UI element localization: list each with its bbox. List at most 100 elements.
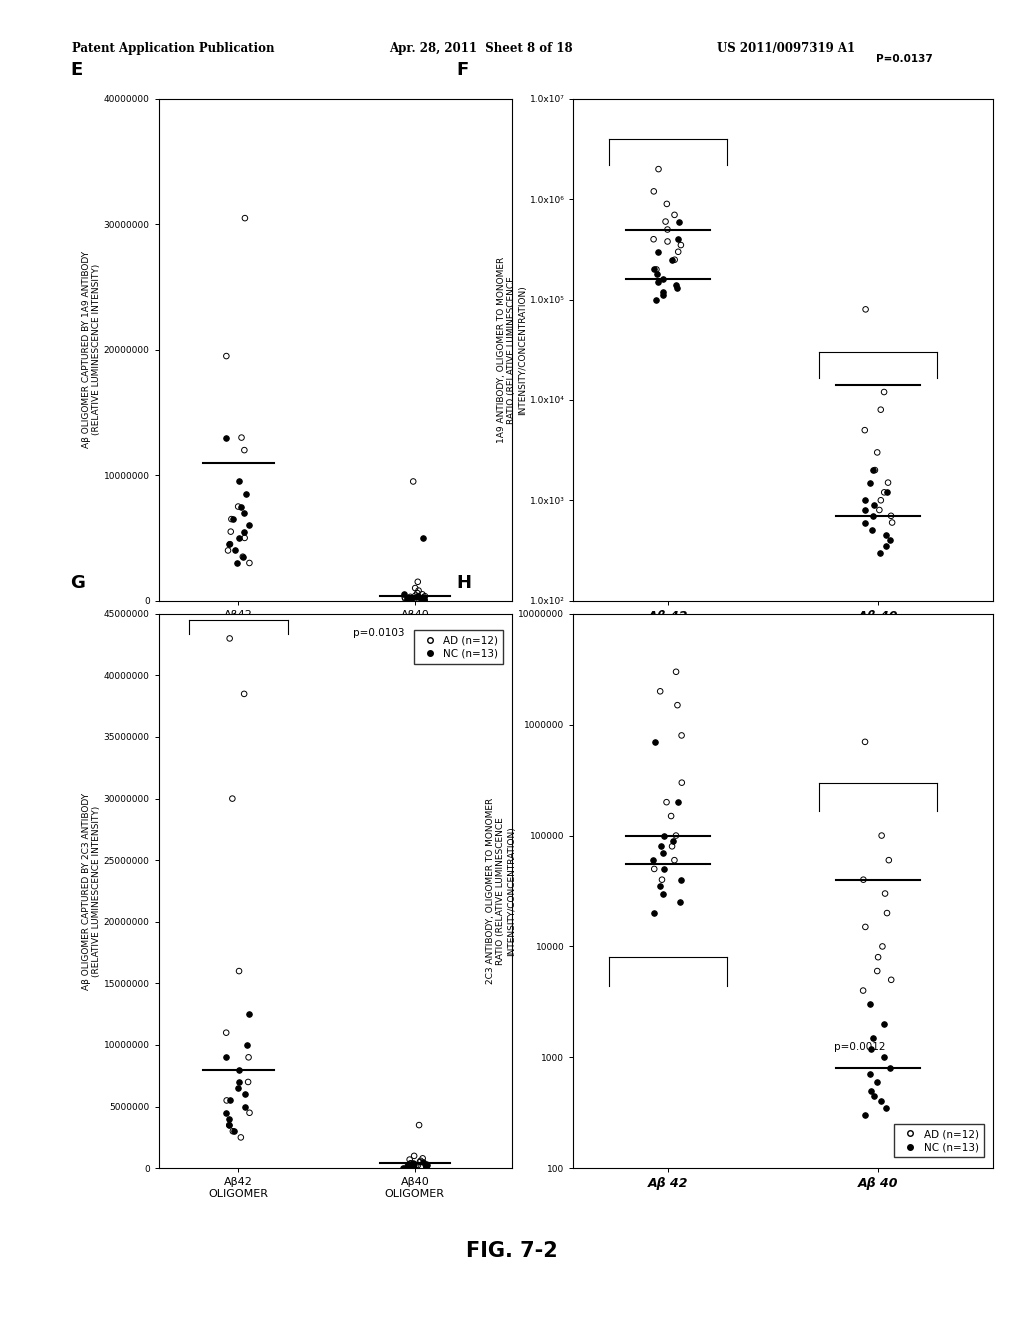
Y-axis label: Aβ OLIGOMER CAPTURED BY 2C3 ANTIBODY
(RELATIVE LUMINESCENCE INTENSITY): Aβ OLIGOMER CAPTURED BY 2C3 ANTIBODY (RE… [82,792,101,990]
Point [407,578,423,599]
Point [402,1152,419,1173]
Point [668,275,684,296]
Point [404,1156,421,1177]
Point [417,586,433,607]
Y-axis label: 2C3 ANTIBODY, OLIGOMER TO MONOMER
RATIO (RELATIVE LUMINESCENCE
INTENSITY/CONCENT: 2C3 ANTIBODY, OLIGOMER TO MONOMER RATIO … [485,797,516,985]
Point [657,211,674,232]
Text: FIG. 7-2: FIG. 7-2 [466,1241,558,1262]
Point [652,836,669,857]
Point [883,506,899,527]
Point [406,1146,422,1167]
Point [221,1090,238,1111]
Point [652,681,669,702]
Point [410,572,426,593]
Point [674,725,690,746]
Text: Apr. 28, 2011  Sheet 8 of 18: Apr. 28, 2011 Sheet 8 of 18 [389,42,572,55]
Point [220,540,237,561]
Point [645,850,662,871]
Point [864,506,881,527]
Text: F: F [456,61,468,79]
Point [416,590,432,611]
Point [658,792,675,813]
Text: P=0.0137: P=0.0137 [876,54,933,63]
Point [857,512,873,533]
Point [863,1038,880,1059]
Point [667,850,683,871]
Point [862,1080,879,1101]
Point [406,471,422,492]
Point [871,543,888,564]
Point [862,994,879,1015]
Point [237,207,253,228]
Point [659,231,676,252]
Point [671,228,687,249]
Point [870,946,887,968]
Point [874,936,891,957]
Point [230,496,247,517]
Point [857,731,873,752]
Point [402,586,419,607]
Point [881,850,897,871]
Point [404,1154,421,1175]
Point [879,903,895,924]
Point [416,589,432,610]
Point [402,590,419,611]
Point [664,249,680,271]
Point [872,1090,889,1111]
Point [236,684,252,705]
Point [656,825,673,846]
Point [855,869,871,890]
Point [863,520,880,541]
Point [668,825,684,846]
Point [862,1064,879,1085]
Point [857,1105,873,1126]
Point [646,903,663,924]
Point [648,289,665,310]
Point [868,1072,885,1093]
Point [406,1158,422,1179]
Point [654,883,671,904]
Point [401,590,418,611]
Point [411,579,427,601]
Point [410,586,426,607]
Point [218,1022,234,1043]
Point [667,249,683,271]
Point [237,527,253,549]
Point [242,1102,258,1123]
Point [869,961,886,982]
Point [408,586,424,607]
Point [865,459,882,480]
Point [234,546,251,568]
Point [667,205,683,226]
Point [218,426,234,447]
Point [241,1047,257,1068]
Point [411,1114,427,1135]
Point [882,1057,898,1078]
Point [410,1155,426,1176]
Point [231,1072,248,1093]
Point [233,426,250,447]
Point [857,499,873,520]
Point [402,1154,419,1175]
Point [398,1155,415,1176]
Point [415,587,431,609]
Point [872,399,889,420]
Point [403,589,420,610]
Point [670,792,686,813]
Point [234,546,251,568]
Text: E: E [71,61,83,79]
Point [653,869,670,890]
Point [227,540,244,561]
Point [236,521,252,543]
Point [658,193,675,214]
Point [396,587,413,609]
Point [880,473,896,494]
Point [237,440,253,461]
Point [857,298,873,319]
Point [397,589,414,610]
Point [238,483,254,504]
Point [650,158,667,180]
Point [415,527,431,549]
Text: US 2011/0097319 A1: US 2011/0097319 A1 [717,42,855,55]
Point [866,459,883,480]
